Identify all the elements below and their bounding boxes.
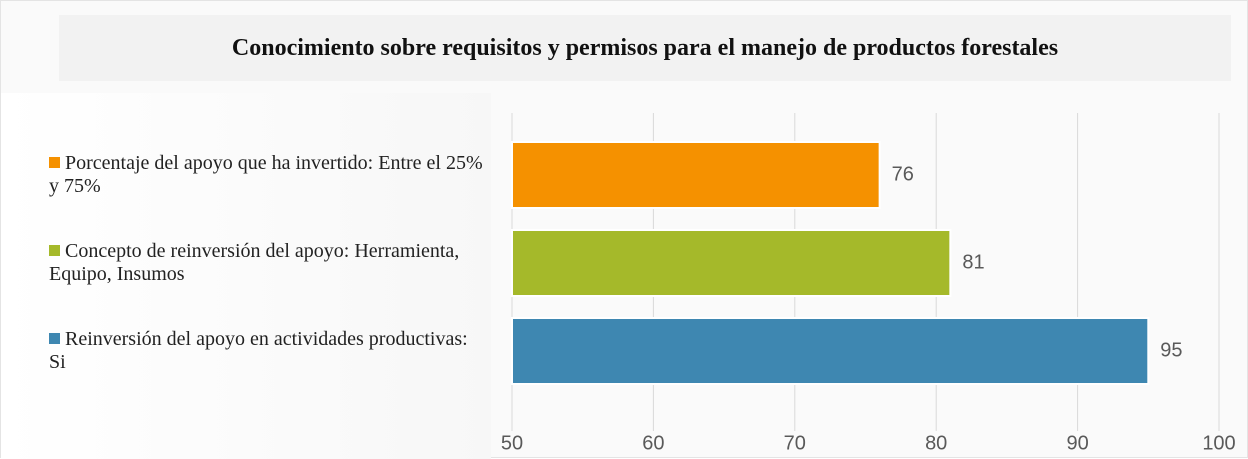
bar bbox=[511, 317, 1150, 385]
bar bbox=[511, 229, 952, 297]
title-box: Conocimiento sobre requisitos y permisos… bbox=[59, 15, 1231, 81]
legend-label: Concepto de reinversión del apoyo: Herra… bbox=[49, 240, 460, 285]
x-tick-label: 60 bbox=[642, 432, 664, 454]
chart-title: Conocimiento sobre requisitos y permisos… bbox=[231, 35, 1059, 61]
bar bbox=[511, 141, 881, 209]
legend-label: Reinversión del apoyo en actividades pro… bbox=[49, 328, 468, 373]
legend-item: Reinversión del apoyo en actividades pro… bbox=[49, 328, 489, 374]
legend-swatch bbox=[49, 157, 60, 168]
legend-item: Concepto de reinversión del apoyo: Herra… bbox=[49, 240, 489, 286]
x-tick-label: 50 bbox=[501, 432, 523, 454]
x-tick-label: 70 bbox=[784, 432, 806, 454]
legend-swatch bbox=[49, 333, 60, 344]
legend-swatch bbox=[49, 245, 60, 256]
x-tick-label: 100 bbox=[1202, 432, 1235, 454]
x-tick-label: 90 bbox=[1066, 432, 1088, 454]
legend-panel bbox=[1, 93, 491, 459]
data-label: 81 bbox=[962, 251, 984, 273]
data-label: 76 bbox=[892, 163, 914, 185]
legend-label: Porcentaje del apoyo que ha invertido: E… bbox=[49, 152, 483, 197]
legend-item: Porcentaje del apoyo que ha invertido: E… bbox=[49, 152, 489, 198]
data-label: 95 bbox=[1160, 339, 1182, 361]
x-tick-label: 80 bbox=[925, 432, 947, 454]
